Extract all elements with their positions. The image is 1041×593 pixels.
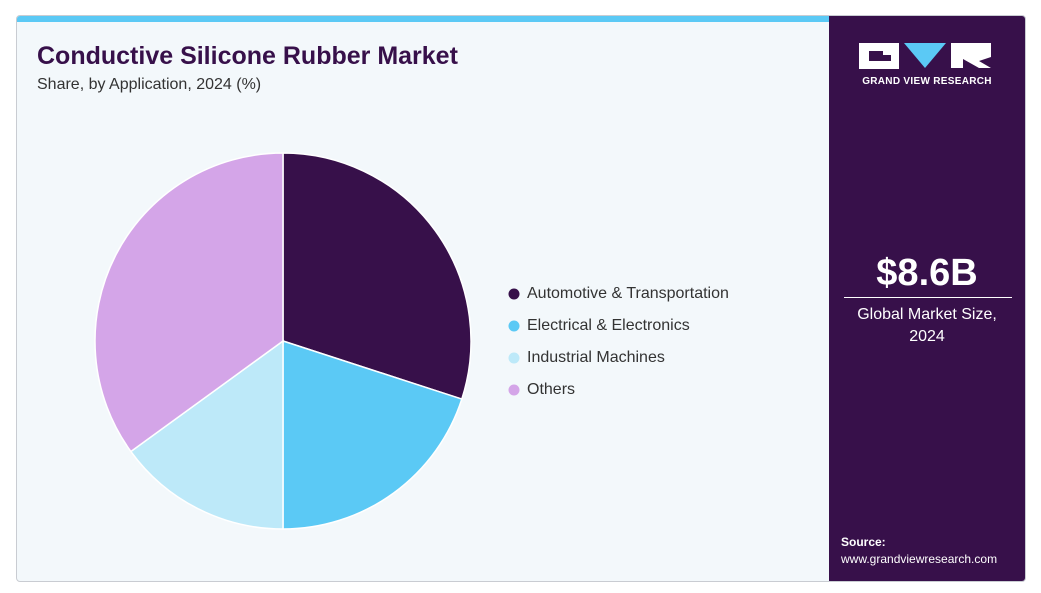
legend-marker [508,352,520,364]
chart-title: Conductive Silicone Rubber Market [37,42,458,70]
pie-slice [129,339,284,530]
chart: Automotive & Transportation Electrical & … [94,152,729,530]
legend-label: Automotive & Transportation [527,285,729,302]
side-panel: GRAND VIEW RESEARCH $8.6B Global Market … [829,16,1025,581]
pie-slice [282,152,472,401]
legend-label: Others [527,381,575,398]
legend-marker [508,288,520,300]
pie-slice [282,339,463,530]
divider [844,297,1012,298]
brand-name: GRAND VIEW RESEARCH [862,76,992,87]
legend-marker [508,384,520,396]
top-bar [17,16,829,22]
logo-g [859,43,899,69]
pie-slice [94,152,284,453]
logo [859,43,991,69]
legend-label: Industrial Machines [527,349,665,366]
source-label: Source: [841,535,886,549]
legend-marker [508,320,520,332]
source-url: www.grandviewresearch.com [841,552,998,566]
logo-r [951,43,991,68]
card: Conductive Silicone Rubber Market Share,… [16,15,1026,582]
legend-label: Electrical & Electronics [527,317,690,334]
chart-subtitle: Share, by Application, 2024 (%) [37,76,262,93]
market-size: $8.6B [876,252,978,294]
logo-v [904,43,946,68]
market-label: Global Market Size, 2024 [857,306,997,345]
